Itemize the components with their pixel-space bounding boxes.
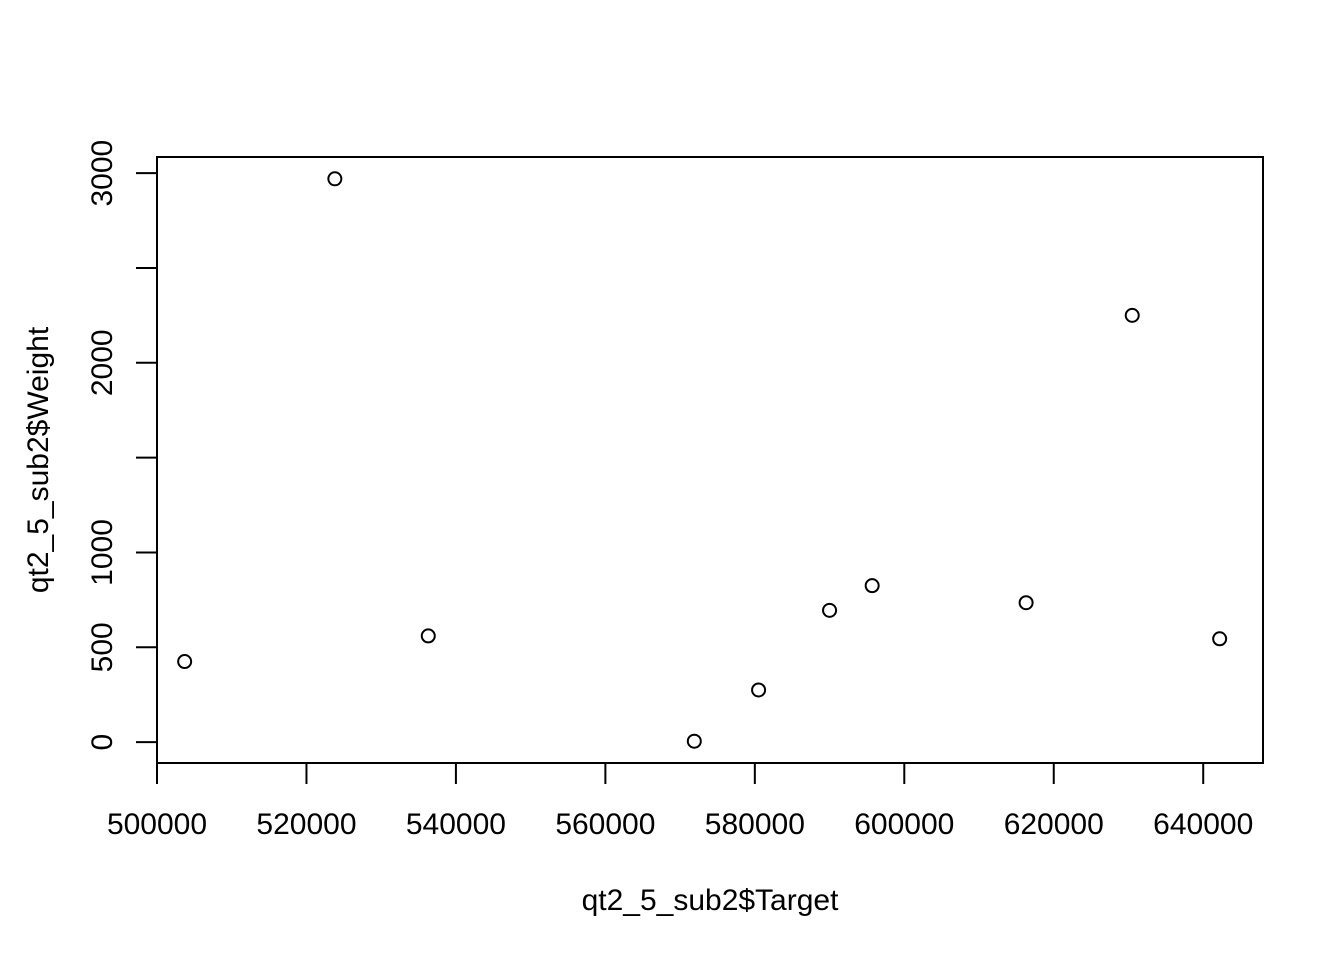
x-axis-title: qt2_5_sub2$Target [582, 884, 840, 917]
x-tick-label: 500000 [107, 808, 207, 841]
x-axis: 500000 520000 540000 560000 580000 600000 6200… [107, 762, 1253, 841]
data-point [751, 682, 767, 698]
x-tick-label: 600000 [854, 808, 954, 841]
x-tick-label: 580000 [705, 808, 805, 841]
data-points [177, 171, 1228, 749]
data-point [177, 654, 193, 670]
data-point [864, 578, 880, 594]
data-point [420, 628, 436, 644]
data-point [1212, 631, 1228, 647]
x-tick-label: 560000 [555, 808, 655, 841]
y-tick-label: 3000 [86, 140, 119, 207]
data-point [327, 171, 343, 187]
x-tick-label: 620000 [1004, 808, 1104, 841]
y-tick-label: 0 [86, 734, 119, 751]
y-tick-label: 1000 [86, 519, 119, 586]
data-point [1124, 307, 1140, 323]
x-tick-label: 520000 [256, 808, 356, 841]
y-axis: 0 500 1000 2000 3000 [86, 140, 158, 751]
x-tick-label: 540000 [406, 808, 506, 841]
data-point [686, 733, 702, 749]
x-tick-label: 640000 [1153, 808, 1253, 841]
plot-frame [156, 156, 1264, 764]
data-point [822, 602, 838, 618]
y-axis-title: qt2_5_sub2$Weight [22, 326, 55, 593]
y-tick-label: 2000 [86, 329, 119, 396]
y-tick-label: 500 [86, 622, 119, 672]
data-point [1018, 595, 1034, 611]
